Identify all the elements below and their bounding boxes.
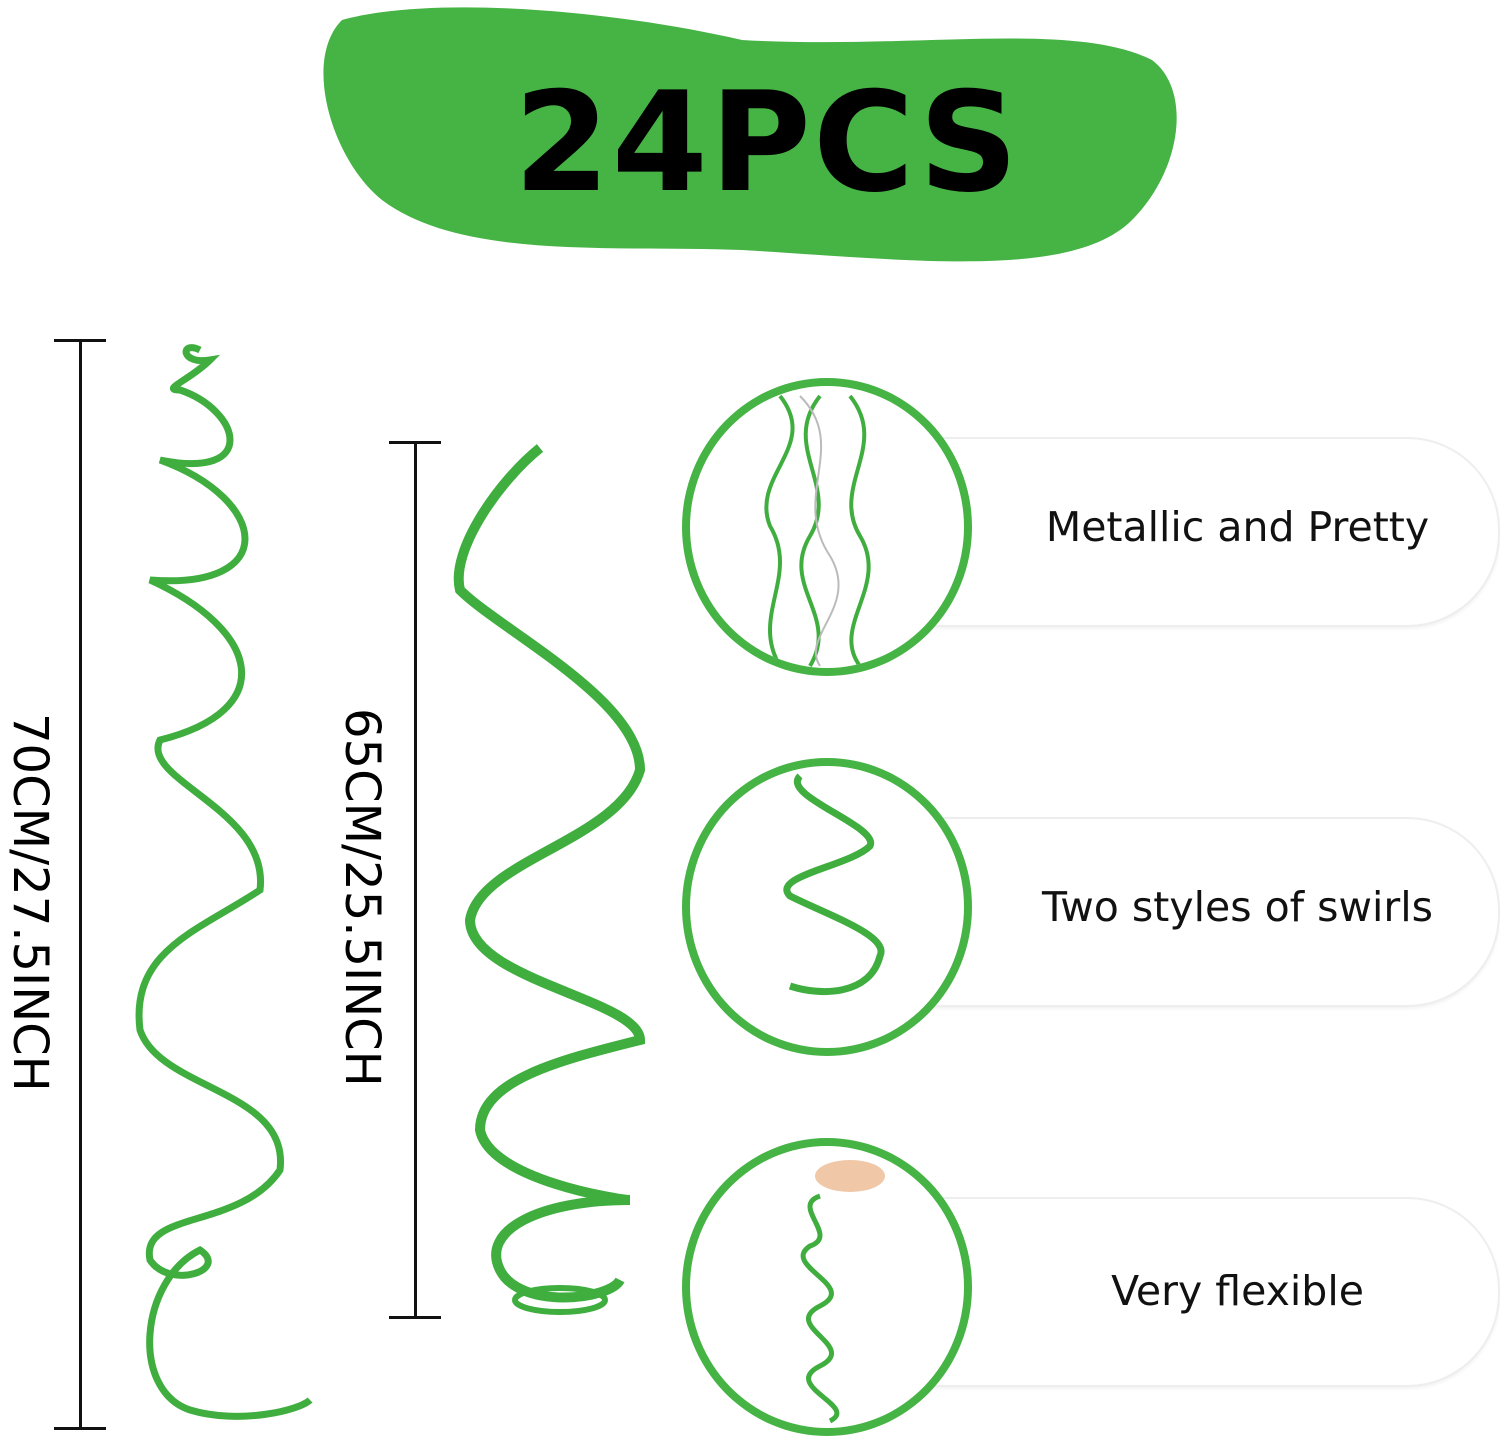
ruler-70cm bbox=[79, 340, 82, 1430]
swirls-cluster-image bbox=[764, 394, 871, 668]
dimension-label-long: 70CM/27.5INCH bbox=[2, 713, 58, 1092]
feature-card-flexible bbox=[880, 1197, 1500, 1387]
single-swirl-image bbox=[783, 773, 885, 996]
feature-label-styles: Two styles of swirls bbox=[1041, 883, 1434, 931]
hand-holding-swirl-image bbox=[800, 1160, 885, 1424]
ruler-tick bbox=[389, 1316, 441, 1319]
feature-image-metallic bbox=[682, 378, 972, 676]
short-swirl-image bbox=[453, 444, 646, 1315]
ruler-tick bbox=[389, 441, 441, 444]
long-swirl-image bbox=[135, 344, 313, 1420]
ruler-tick bbox=[54, 339, 106, 342]
banner-title: 24PCS bbox=[513, 62, 1021, 223]
ruler-65cm bbox=[414, 442, 417, 1318]
feature-image-styles bbox=[682, 758, 972, 1056]
banner-shape bbox=[323, 7, 1177, 262]
feature-card-metallic bbox=[880, 437, 1500, 627]
feature-label-flexible: Very flexible bbox=[1111, 1267, 1364, 1315]
feature-label-metallic: Metallic and Pretty bbox=[1045, 503, 1430, 551]
ruler-tick bbox=[54, 1427, 106, 1430]
feature-card-styles bbox=[880, 817, 1500, 1007]
feature-image-flexible bbox=[682, 1138, 972, 1436]
dimension-label-short: 65CM/25.5INCH bbox=[334, 708, 390, 1087]
